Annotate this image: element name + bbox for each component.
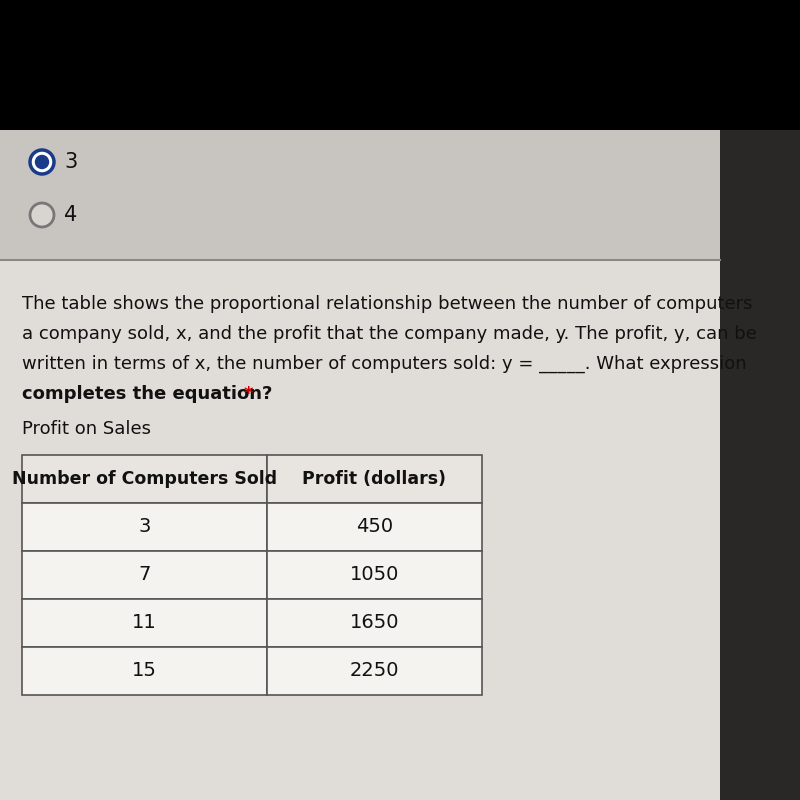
Text: written in terms of x, the number of computers sold: y = _____. What expression: written in terms of x, the number of com… [22, 355, 746, 374]
Text: a company sold, x, and the profit that the company made, y. The profit, y, can b: a company sold, x, and the profit that t… [22, 325, 757, 343]
Circle shape [30, 203, 54, 227]
Text: 11: 11 [132, 614, 157, 633]
Text: 3: 3 [64, 152, 78, 172]
Text: 1650: 1650 [350, 614, 399, 633]
Bar [22, 503, 267, 551]
Text: completes the equation?: completes the equation? [22, 385, 272, 403]
Bar [22, 551, 267, 599]
Text: 3: 3 [138, 518, 150, 537]
Text: 450: 450 [356, 518, 393, 537]
Bar [267, 455, 482, 503]
Text: Profit on Sales: Profit on Sales [22, 420, 151, 438]
Bar [267, 551, 482, 599]
Text: Number of Computers Sold: Number of Computers Sold [12, 470, 277, 488]
Text: *: * [244, 385, 254, 403]
Bar [0, 260, 720, 800]
Text: 15: 15 [132, 662, 157, 681]
Bar [267, 647, 482, 695]
Bar [0, 0, 800, 130]
Bar [22, 647, 267, 695]
Bar [0, 130, 720, 260]
Text: 1050: 1050 [350, 566, 399, 585]
Bar [720, 130, 800, 800]
Text: The table shows the proportional relationship between the number of computers: The table shows the proportional relatio… [22, 295, 753, 313]
Text: 2250: 2250 [350, 662, 399, 681]
Circle shape [30, 150, 54, 174]
Bar [22, 455, 267, 503]
Bar [22, 599, 267, 647]
Circle shape [35, 155, 49, 169]
Text: Profit (dollars): Profit (dollars) [302, 470, 446, 488]
Text: 7: 7 [138, 566, 150, 585]
Bar [267, 503, 482, 551]
Text: 4: 4 [64, 205, 78, 225]
Bar [267, 599, 482, 647]
